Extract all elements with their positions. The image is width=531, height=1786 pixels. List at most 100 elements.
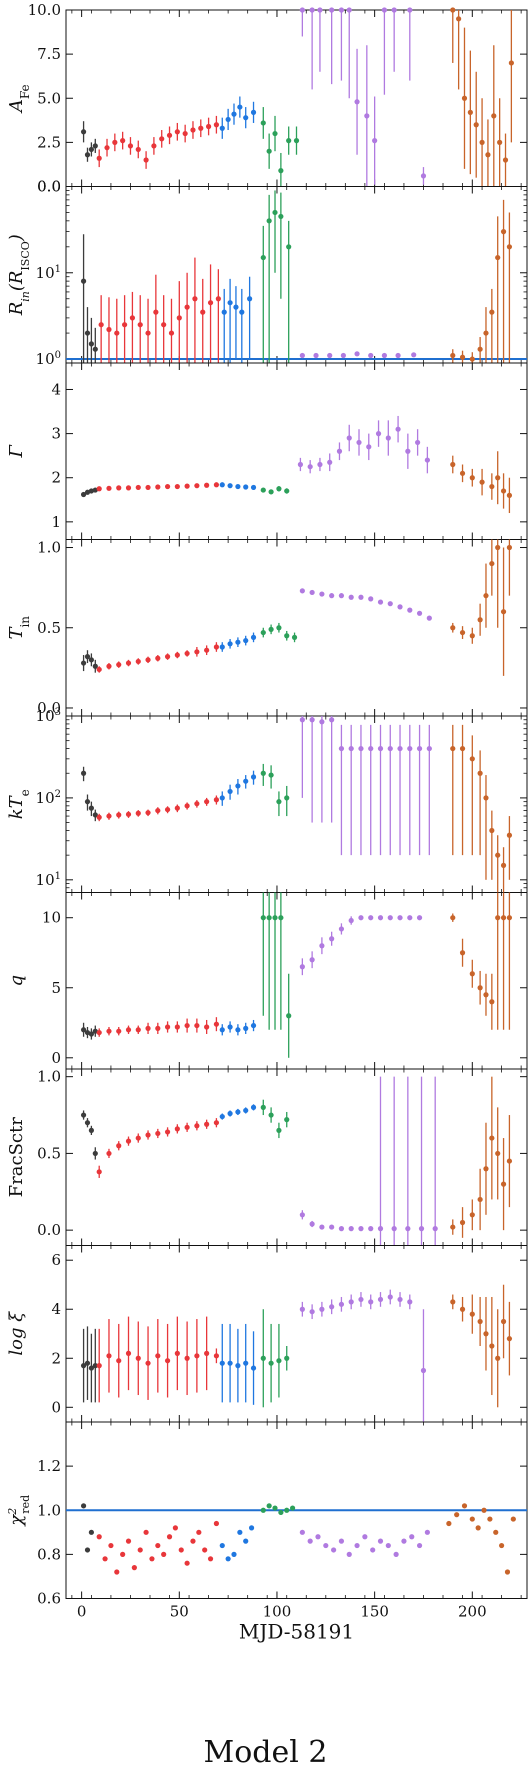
panel-chi2-red-point (137, 1547, 143, 1553)
panel-Rin-red-point (192, 296, 198, 302)
panel-AFe-purple-point (299, 7, 305, 13)
panel-FracSctr-purple-point (368, 1226, 374, 1232)
panel-AFe-red-point (112, 139, 118, 145)
panel-FracSctr-purple-point (299, 1212, 305, 1218)
panel-Tin-purple-point (368, 596, 374, 602)
panel-chi2-orange-point (487, 1516, 493, 1522)
panel-chi2-purple-point (385, 1542, 391, 1549)
panel-logxi-black-point (92, 1363, 98, 1369)
panel-chi2-purple-point (409, 1534, 415, 1540)
panel-kTe-red-point (135, 810, 141, 816)
panel-Gamma-orange-point (506, 492, 513, 498)
panel-AFe-green-point (286, 138, 292, 144)
panel-kTe-orange-point (483, 795, 489, 801)
panel-Tin-purple-point (397, 604, 403, 610)
panel-Gamma-blue-point (227, 483, 233, 489)
panel-AFe-blue-point (237, 104, 243, 110)
panel-Tin-purple-point (426, 615, 432, 621)
panel-FracSctr-purple-point (329, 1224, 335, 1230)
panel-kTe-purple-point (309, 717, 315, 723)
panel-Rin-blue-point (227, 300, 233, 306)
panel-AFe-orange-point (491, 113, 497, 119)
panel-kTe-orange-point (489, 827, 495, 834)
panel-q-black-point (84, 1029, 91, 1036)
panel-Rin-black-point (92, 346, 98, 352)
panel-Tin-black-point (80, 660, 87, 666)
panel-FracSctr-orange-point (469, 1212, 475, 1218)
panel-chi2-blue-point (237, 1529, 243, 1535)
x-tick-label: 0 (77, 1603, 87, 1621)
panel-Rin-red-point (176, 315, 182, 321)
panel-AFe-purple-point (309, 7, 315, 13)
panel-logxi-red-point (96, 1363, 102, 1369)
panel-Tin-ytick-label: 0.5 (37, 619, 61, 637)
panel-logxi-purple-point (338, 1301, 345, 1307)
panel-chi2-red-point (131, 1565, 137, 1571)
panel-Tin-black-point (88, 657, 94, 663)
panel-AFe-blue-point (219, 125, 225, 131)
panel-kTe-orange-point (459, 745, 466, 752)
panel-AFe-blue-point (250, 109, 257, 115)
panel-kTe-red-point (125, 811, 132, 817)
panel-chi2-orange-point (510, 1516, 516, 1522)
panel-FracSctr-blue-point (219, 1113, 225, 1120)
panel-logxi-black-point (80, 1363, 87, 1369)
panel-logxi-purple-point (358, 1296, 364, 1303)
panel-AFe-purple-point (338, 7, 345, 13)
panel-logxi-red-point (184, 1355, 190, 1361)
panel-Gamma-blue-point (243, 484, 249, 490)
panel-chi2-ytick-label: 1.0 (37, 1501, 61, 1519)
panel-AFe-blue-point (225, 116, 231, 123)
panel-Gamma-ytick-label: 1 (51, 513, 61, 531)
panel-q-red-point (145, 1025, 151, 1031)
panel-chi2-black-point (88, 1529, 94, 1535)
panel-FracSctr-black-point (92, 1150, 98, 1157)
panel-FracSctr-orange-point (489, 1135, 495, 1141)
panel-FracSctr-green-point (284, 1117, 290, 1123)
panel-chi2-orange-point (454, 1512, 460, 1518)
panel-AFe-orange-point (456, 16, 462, 22)
panel-FracSctr-orange-point (506, 1158, 513, 1164)
panel-Rin-purple-point (411, 352, 417, 358)
panel-q-green-point (266, 915, 272, 921)
x-tick-label: 100 (263, 1603, 292, 1621)
panel-AFe-purple-point (407, 7, 413, 13)
panel-logxi-purple-point (309, 1309, 315, 1315)
panel-Rin-red-point (200, 309, 206, 315)
panel-chi2-purple-point (354, 1542, 360, 1549)
panel-Gamma-purple-point (375, 431, 382, 437)
panel-q-green-point (286, 1013, 292, 1019)
panel-q-orange-point (477, 985, 483, 991)
panel-Rin-purple-point (327, 352, 333, 359)
panel-q-green-point (260, 915, 266, 921)
panel-chi2-blue-point (219, 1542, 225, 1549)
panel-chi2-orange-point (493, 1529, 499, 1535)
panel-q-red-point (213, 1021, 220, 1027)
panel-q-red-point (194, 1022, 200, 1029)
panel-Tin-purple-point (348, 594, 354, 600)
panel-Gamma-red-point (135, 484, 141, 491)
panel-chi2-red-point (114, 1569, 120, 1575)
panel-Gamma-orange-point (459, 470, 466, 476)
panel-kTe-green-point (260, 770, 266, 776)
panel-Tin-red-point (213, 644, 220, 650)
panel-AFe-red-point (166, 132, 173, 138)
panel-Gamma-purple-point (297, 461, 304, 468)
panel-chi2-red-point (178, 1547, 184, 1553)
panel-q-red-point (204, 1024, 210, 1030)
panel-logxi-blue-point (243, 1360, 249, 1366)
panel-logxi-orange-point (483, 1331, 489, 1337)
panel-AFe-ytick-label: 7.5 (37, 45, 61, 63)
panel-AFe-blue-point (231, 111, 237, 117)
panel-Gamma-purple-point (366, 444, 372, 450)
panel-FracSctr-red-point (96, 1169, 102, 1175)
panel-Tin-red-point (125, 660, 132, 666)
panel-kTe-red-point (145, 810, 151, 816)
panel-Gamma-purple-point (327, 459, 333, 465)
panel-Rin-red-point (106, 326, 112, 333)
panel-q-orange-point (450, 915, 456, 921)
panel-Gamma-ytick-label: 2 (51, 469, 61, 487)
panel-logxi-purple-point (368, 1299, 374, 1305)
panel-kTe-purple-point (319, 719, 325, 725)
panel-kTe-red-point (213, 797, 220, 803)
